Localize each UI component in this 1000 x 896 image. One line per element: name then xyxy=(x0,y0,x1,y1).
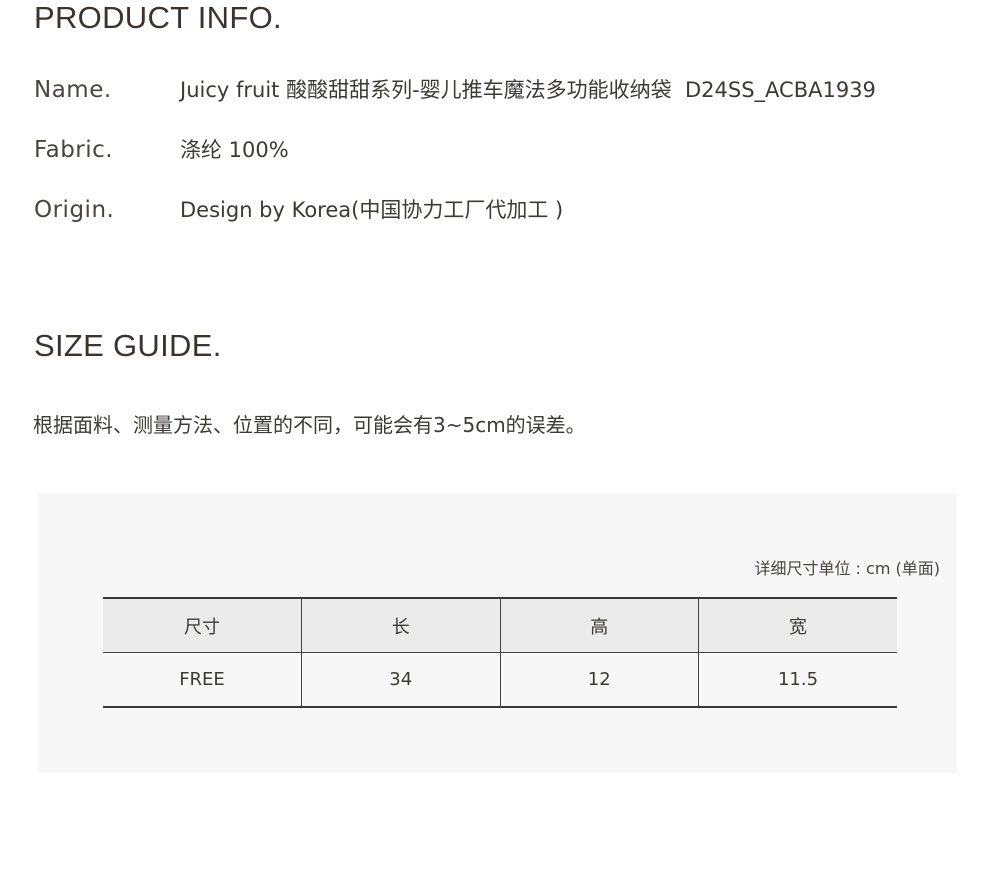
info-value: 涤纶 100% xyxy=(180,138,289,162)
column-header: 尺寸 xyxy=(184,616,220,638)
info-label: Name. xyxy=(34,77,112,103)
product-info-heading: PRODUCT INFO. xyxy=(34,0,282,35)
info-row-origin: Origin. Design by Korea(中国协力工厂代加工 ) xyxy=(34,195,563,225)
info-label: Fabric. xyxy=(34,137,114,163)
info-row-name: Name. Juicy fruit 酸酸甜甜系列-婴儿推车魔法多功能收纳袋 D2… xyxy=(34,75,876,105)
table-cell: FREE xyxy=(179,669,225,690)
column-header: 宽 xyxy=(698,598,897,653)
table-row: FREE 34 12 11.5 xyxy=(103,652,897,707)
info-label: Origin. xyxy=(34,197,115,223)
size-guide-heading: SIZE GUIDE. xyxy=(34,328,222,363)
size-note: 根据面料、测量方法、位置的不同，可能会有3~5cm的误差。 xyxy=(33,413,586,437)
table-cell: 34 xyxy=(301,652,500,707)
size-table: 尺寸 长 高 宽 FREE 34 12 11.5 xyxy=(103,597,897,708)
unit-label: 详细尺寸单位 : cm (单面) xyxy=(754,559,940,578)
info-value: Design by Korea(中国协力工厂代加工 ) xyxy=(180,198,564,222)
table-cell: 11.5 xyxy=(698,652,897,707)
column-header: 长 xyxy=(301,598,500,653)
column-header: 高 xyxy=(499,598,699,653)
info-row-fabric: Fabric. 涤纶 100% xyxy=(34,135,289,165)
table-header-row: 尺寸 长 高 宽 xyxy=(103,598,897,653)
info-value: Juicy fruit 酸酸甜甜系列-婴儿推车魔法多功能收纳袋 D24SS_AC… xyxy=(180,78,876,102)
table-cell: 12 xyxy=(499,652,699,707)
